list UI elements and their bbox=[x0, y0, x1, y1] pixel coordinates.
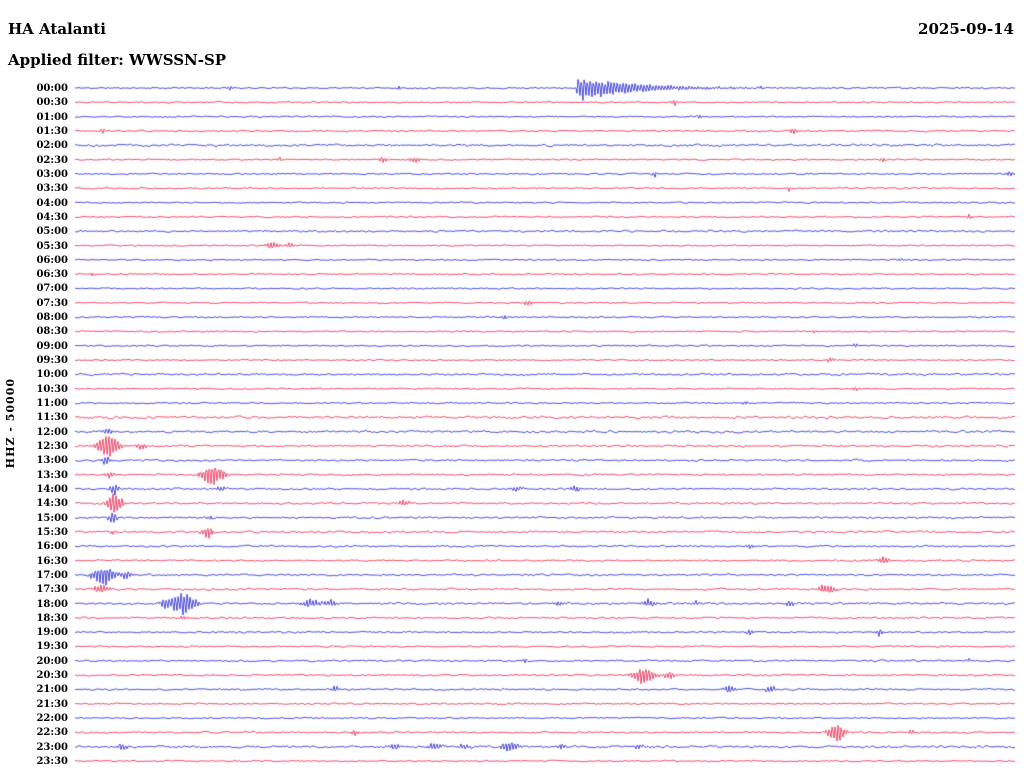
time-label: 03:30 bbox=[36, 183, 68, 195]
time-label: 05:30 bbox=[36, 240, 68, 252]
time-label: 14:00 bbox=[36, 483, 68, 495]
time-label: 11:30 bbox=[36, 412, 68, 424]
time-label: 22:00 bbox=[36, 713, 68, 725]
time-label: 12:00 bbox=[36, 426, 68, 438]
time-label: 06:00 bbox=[36, 254, 68, 266]
time-label: 02:00 bbox=[36, 140, 68, 152]
time-label: 23:00 bbox=[36, 741, 68, 753]
time-label: 15:00 bbox=[36, 512, 68, 524]
time-label: 07:00 bbox=[36, 283, 68, 295]
time-label: 08:00 bbox=[36, 312, 68, 324]
time-label: 01:30 bbox=[36, 125, 68, 137]
time-label: 01:00 bbox=[36, 111, 68, 123]
time-label: 19:30 bbox=[36, 641, 68, 653]
time-label: 19:00 bbox=[36, 627, 68, 639]
time-label: 00:00 bbox=[36, 83, 68, 94]
time-label: 20:00 bbox=[36, 655, 68, 667]
time-label: 22:30 bbox=[36, 727, 68, 739]
time-label: 13:00 bbox=[36, 455, 68, 467]
time-label: 08:30 bbox=[36, 326, 68, 338]
time-label: 18:00 bbox=[36, 598, 68, 610]
time-label: 09:30 bbox=[36, 355, 68, 367]
time-label: 17:00 bbox=[36, 569, 68, 581]
time-label: 15:30 bbox=[36, 526, 68, 538]
time-label: 03:00 bbox=[36, 168, 68, 180]
time-label: 14:30 bbox=[36, 498, 68, 510]
time-label: 11:00 bbox=[36, 398, 68, 410]
time-label: 18:30 bbox=[36, 612, 68, 624]
time-label: 10:30 bbox=[36, 383, 68, 395]
time-label: 17:30 bbox=[36, 584, 68, 596]
time-label: 09:00 bbox=[36, 340, 68, 352]
time-label: 04:30 bbox=[36, 211, 68, 223]
time-label: 13:30 bbox=[36, 469, 68, 481]
time-label: 00:30 bbox=[36, 97, 68, 109]
time-label: 07:30 bbox=[36, 297, 68, 309]
time-label: 06:30 bbox=[36, 269, 68, 281]
time-label: 02:30 bbox=[36, 154, 68, 166]
time-label: 21:00 bbox=[36, 684, 68, 696]
time-label: 12:30 bbox=[36, 441, 68, 452]
time-label: 04:00 bbox=[36, 197, 68, 209]
time-label: 10:00 bbox=[36, 369, 68, 381]
time-label: 16:30 bbox=[36, 555, 68, 567]
time-label: 21:30 bbox=[36, 698, 68, 710]
time-label: 23:30 bbox=[36, 756, 68, 768]
time-label: 16:00 bbox=[36, 541, 68, 553]
time-label: 20:30 bbox=[36, 670, 68, 682]
time-label: 05:00 bbox=[36, 226, 68, 238]
